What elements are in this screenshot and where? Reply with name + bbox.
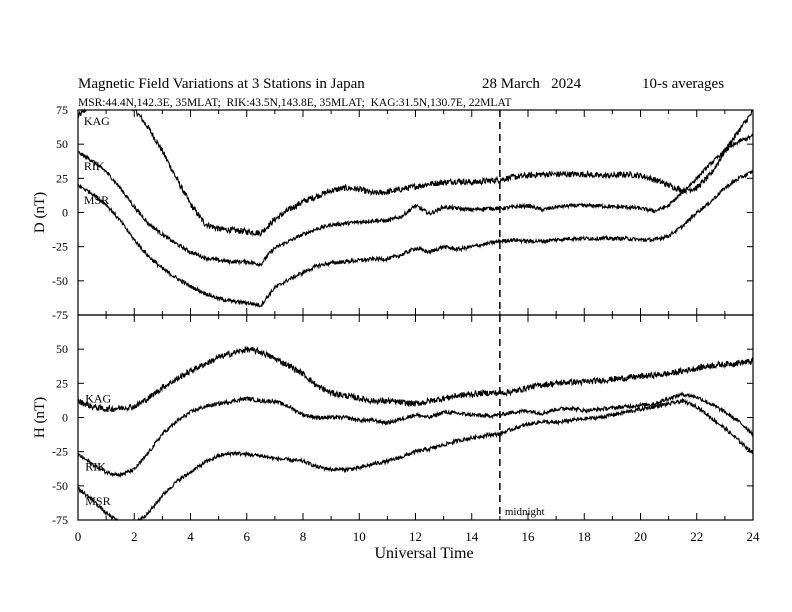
- panel-top-series-msr: [77, 169, 754, 308]
- panel-bottom-ytick-label: -75: [52, 513, 68, 527]
- panel-top-ytick-label: -75: [52, 308, 68, 322]
- panel-top-ytick-label: 0: [62, 206, 68, 220]
- figure-date: 28 March 2024: [482, 76, 582, 92]
- panel-top-frame: [77, 109, 754, 316]
- panel-top-ytick-label: 25: [56, 171, 68, 185]
- stations-info: MSR:44.4N,142.3E, 35MLAT; RIK:43.5N,143.…: [78, 97, 512, 109]
- x-tick-label: 22: [690, 529, 703, 544]
- x-tick-label: 20: [634, 529, 647, 544]
- x-tick-label: 24: [747, 529, 761, 544]
- x-tick-label: 8: [300, 529, 307, 544]
- panel-top-series-rik: [77, 133, 754, 268]
- panel-top-series-label-kag: KAG: [84, 114, 110, 128]
- panel-bottom-ytick-label: 0: [62, 411, 68, 425]
- midnight-label: midnight: [505, 506, 545, 518]
- x-tick-label: 4: [187, 529, 194, 544]
- panel-bottom-series-msr: [77, 397, 754, 522]
- panel-top-series-label-rik: RIK: [84, 159, 105, 173]
- figure-averaging: 10-s averages: [642, 76, 724, 92]
- x-tick-label: 2: [131, 529, 138, 544]
- panel-bottom-series-label-kag: KAG: [85, 391, 111, 405]
- x-tick-label: 10: [353, 529, 366, 544]
- panel-bottom-series-kag: [77, 346, 754, 413]
- x-tick-label: 6: [244, 529, 251, 544]
- panel-bottom-series-label-rik: RIK: [85, 460, 106, 474]
- x-tick-label: 14: [465, 529, 479, 544]
- x-tick-label: 0: [75, 529, 82, 544]
- panel-bottom-ytick-label: 25: [56, 376, 68, 390]
- panel-top-y-axis-label: D (nT): [32, 192, 48, 233]
- panel-top-ytick-label: 75: [56, 103, 68, 117]
- panel-bottom-frame: [77, 314, 754, 521]
- panel-top-series-kag: [77, 107, 754, 238]
- panel-bottom-y-axis-label: H (nT): [32, 397, 48, 438]
- figure-title: Magnetic Field Variations at 3 Stations …: [78, 76, 365, 92]
- panel-top-series-label-msr: MSR: [84, 193, 109, 207]
- x-tick-label: 12: [409, 529, 422, 544]
- panel-top-ytick-label: 50: [56, 137, 68, 151]
- panel-bottom-ytick-label: 50: [56, 342, 68, 356]
- panel-bottom-series-label-msr: MSR: [85, 494, 110, 508]
- panel-top-ytick-label: -50: [52, 274, 68, 288]
- panel-bottom-ytick-label: -50: [52, 479, 68, 493]
- panel-top-ytick-label: -25: [52, 240, 68, 254]
- x-axis-label: Universal Time: [374, 545, 473, 562]
- panel-bottom-series-rik: [77, 391, 754, 479]
- x-tick-label: 18: [578, 529, 591, 544]
- x-tick-label: 16: [522, 529, 536, 544]
- panel-bottom-ytick-label: -25: [52, 445, 68, 459]
